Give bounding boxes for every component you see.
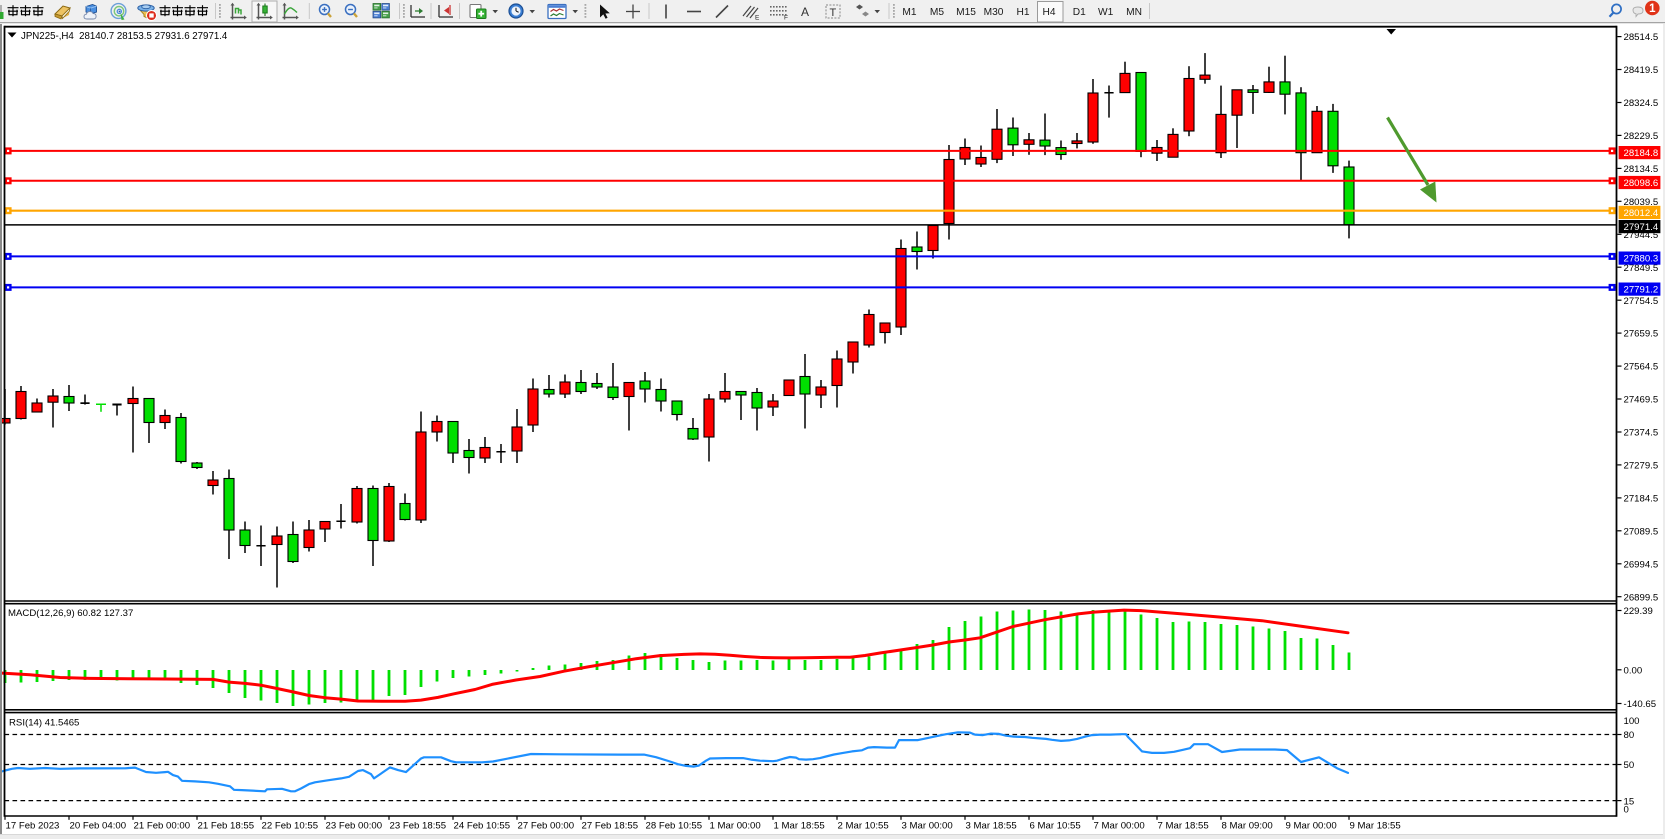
svg-text:T: T	[830, 7, 837, 19]
svg-text:22 Feb 10:55: 22 Feb 10:55	[262, 821, 319, 832]
svg-text:M5: M5	[930, 7, 944, 18]
svg-text:28039.5: 28039.5	[1624, 197, 1659, 208]
svg-text:H1: H1	[1016, 7, 1029, 18]
svg-text:27754.5: 27754.5	[1624, 296, 1659, 307]
svg-text:JPN225-,H4 28140.7 28153.5 27: JPN225-,H4 28140.7 28153.5 27931.6 27971…	[21, 31, 228, 42]
svg-text:27880.3: 27880.3	[1624, 254, 1659, 265]
svg-text:6 Mar 10:55: 6 Mar 10:55	[1030, 821, 1081, 832]
svg-text:A: A	[801, 5, 809, 19]
svg-text:0.00: 0.00	[1624, 665, 1643, 676]
svg-text:27 Feb 18:55: 27 Feb 18:55	[582, 821, 639, 832]
svg-text:26994.5: 26994.5	[1624, 559, 1659, 570]
svg-text:7 Mar 18:55: 7 Mar 18:55	[1158, 821, 1209, 832]
svg-text:28098.6: 28098.6	[1624, 178, 1659, 189]
svg-text:W1: W1	[1098, 7, 1114, 18]
svg-text:8 Mar 09:00: 8 Mar 09:00	[1222, 821, 1273, 832]
svg-text:100: 100	[1624, 716, 1640, 727]
svg-text:3 Mar 00:00: 3 Mar 00:00	[902, 821, 953, 832]
svg-text:28012.4: 28012.4	[1624, 208, 1659, 219]
svg-text:0: 0	[1624, 804, 1629, 815]
svg-text:80: 80	[1624, 730, 1635, 741]
svg-text:28324.5: 28324.5	[1624, 98, 1659, 109]
svg-text:20 Feb 04:00: 20 Feb 04:00	[70, 821, 127, 832]
svg-text:28 Feb 10:55: 28 Feb 10:55	[646, 821, 703, 832]
svg-text:MACD(12,26,9) 60.82 127.37: MACD(12,26,9) 60.82 127.37	[8, 608, 133, 619]
svg-text:9 Mar 00:00: 9 Mar 00:00	[1286, 821, 1337, 832]
svg-text:27184.5: 27184.5	[1624, 494, 1659, 505]
svg-text:7 Mar 00:00: 7 Mar 00:00	[1094, 821, 1145, 832]
svg-text:28514.5: 28514.5	[1624, 32, 1659, 43]
svg-text:F: F	[784, 15, 788, 22]
svg-text:1 Mar 18:55: 1 Mar 18:55	[774, 821, 825, 832]
svg-text:27089.5: 27089.5	[1624, 526, 1659, 537]
svg-text:M1: M1	[902, 7, 916, 18]
svg-text:24 Feb 10:55: 24 Feb 10:55	[454, 821, 511, 832]
svg-text:21 Feb 18:55: 21 Feb 18:55	[198, 821, 255, 832]
svg-text:27659.5: 27659.5	[1624, 329, 1659, 340]
svg-text:21 Feb 00:00: 21 Feb 00:00	[134, 821, 191, 832]
svg-text:23 Feb 00:00: 23 Feb 00:00	[326, 821, 383, 832]
svg-text:M15: M15	[956, 7, 976, 18]
svg-text:229.39: 229.39	[1624, 606, 1653, 617]
svg-text:27279.5: 27279.5	[1624, 461, 1659, 472]
svg-text:2 Mar 10:55: 2 Mar 10:55	[838, 821, 889, 832]
svg-text:27374.5: 27374.5	[1624, 428, 1659, 439]
svg-text:MN: MN	[1126, 7, 1142, 18]
svg-text:D1: D1	[1073, 7, 1086, 18]
svg-text:26899.5: 26899.5	[1624, 592, 1659, 603]
svg-text:23 Feb 18:55: 23 Feb 18:55	[390, 821, 447, 832]
svg-text:27 Feb 00:00: 27 Feb 00:00	[518, 821, 575, 832]
svg-text:RSI(14) 41.5465: RSI(14) 41.5465	[9, 718, 79, 729]
svg-text:27564.5: 27564.5	[1624, 362, 1659, 373]
svg-text:27944.5: 27944.5	[1624, 230, 1659, 241]
svg-text:50: 50	[1624, 760, 1635, 771]
svg-text:28229.5: 28229.5	[1624, 131, 1659, 142]
svg-text:27791.2: 27791.2	[1624, 285, 1659, 296]
svg-text:H4: H4	[1042, 7, 1055, 18]
svg-text:-140.65: -140.65	[1624, 699, 1657, 710]
svg-text:27849.5: 27849.5	[1624, 263, 1659, 274]
svg-text:1 Mar 00:00: 1 Mar 00:00	[710, 821, 761, 832]
svg-text:1: 1	[1649, 3, 1656, 15]
svg-text:27971.4: 27971.4	[1624, 222, 1659, 233]
svg-text:3 Mar 18:55: 3 Mar 18:55	[966, 821, 1017, 832]
svg-text:9 Mar 18:55: 9 Mar 18:55	[1350, 821, 1401, 832]
svg-text:28134.5: 28134.5	[1624, 164, 1659, 175]
svg-text:27469.5: 27469.5	[1624, 395, 1659, 406]
svg-text:E: E	[755, 15, 760, 22]
svg-text:17 Feb 2023: 17 Feb 2023	[6, 821, 60, 832]
svg-text:15: 15	[1624, 796, 1635, 807]
svg-text:28419.5: 28419.5	[1624, 65, 1659, 76]
svg-text:28184.8: 28184.8	[1624, 148, 1659, 159]
svg-text:M30: M30	[984, 7, 1004, 18]
